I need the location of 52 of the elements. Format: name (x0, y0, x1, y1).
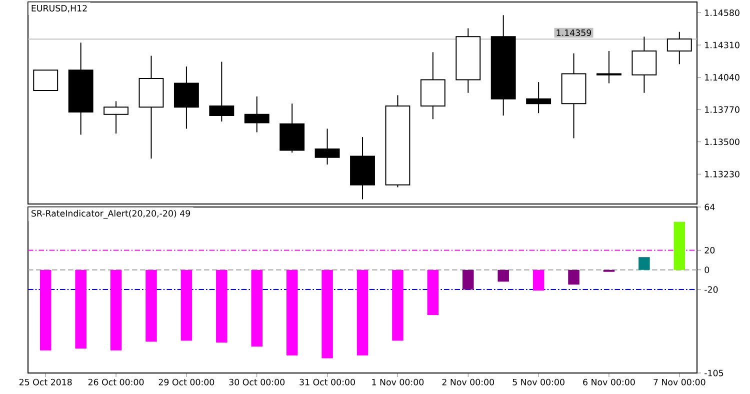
y-tick-label: -105 (704, 370, 724, 376)
candlestick (174, 66, 199, 130)
y-tick-label: 20 (704, 246, 715, 254)
bar (356, 270, 368, 356)
y-tick-label: 64 (704, 204, 715, 210)
bar (427, 270, 439, 316)
bar (75, 270, 86, 348)
x-tick-label: 7 Nov 00:00 (654, 378, 706, 386)
y-tick-label: 1.13500 (705, 138, 740, 146)
candlestick (33, 70, 58, 91)
y-tick-label: 1.13770 (705, 106, 740, 113)
bar (110, 270, 122, 350)
candlestick (314, 128, 340, 166)
y-tick-label: 0 (704, 266, 710, 274)
candlestick (209, 61, 234, 122)
bar (40, 270, 52, 350)
x-tick-label: 26 Oct 00:00 (88, 378, 144, 386)
candlestick (666, 31, 692, 65)
y-tick-label: 1.13230 (705, 170, 740, 178)
bar (498, 270, 509, 282)
x-tick-label: 1 Nov 00:00 (372, 378, 424, 386)
y-tick-label: 1.14580 (705, 9, 740, 16)
x-tick-label: 31 Oct 00:00 (300, 378, 355, 386)
bar (322, 270, 333, 358)
bar (674, 222, 686, 270)
bar (638, 257, 650, 270)
x-tick-label: 25 Oct 2018 (19, 378, 72, 386)
bar (180, 270, 192, 341)
bar (216, 270, 228, 343)
candlestick (244, 96, 270, 133)
x-tick-label: 29 Oct 00:00 (158, 378, 214, 386)
y-tick-label: 1.14040 (705, 74, 740, 81)
bar (532, 270, 544, 290)
x-tick-label: 6 Nov 00:00 (583, 378, 635, 386)
candlestick (632, 36, 657, 94)
ref-line-label: 1.14359 (556, 29, 592, 36)
bar (462, 270, 474, 290)
chart-title: EURUSD,H12 (32, 4, 87, 12)
bar (568, 270, 580, 285)
candlestick (104, 100, 128, 134)
candlestick (596, 50, 622, 84)
x-tick-label: 5 Nov 00:00 (512, 378, 564, 386)
bar (286, 270, 298, 356)
bar (251, 270, 263, 346)
chart-title: SR-RateIndicator_Alert(20,20,-20) 49 (32, 210, 190, 219)
x-tick-label: 2 Nov 00:00 (442, 378, 494, 386)
y-tick-label: 1.14310 (705, 42, 740, 48)
bar (146, 270, 157, 342)
bar (392, 270, 404, 341)
candlestick (526, 82, 552, 114)
x-tick-label: 30 Oct 00:00 (229, 378, 285, 386)
y-tick-label: -20 (704, 286, 718, 293)
